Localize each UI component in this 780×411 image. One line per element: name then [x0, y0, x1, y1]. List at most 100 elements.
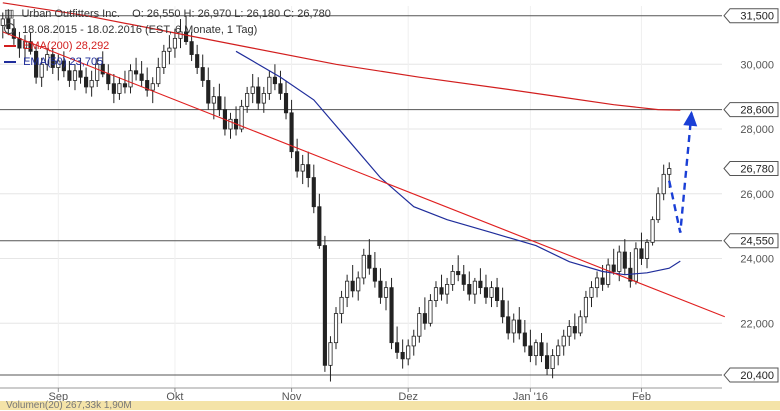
candle: [461, 264, 466, 291]
candle: [139, 61, 144, 87]
candle-body: [272, 76, 277, 85]
candle: [278, 70, 283, 100]
candle: [67, 61, 72, 87]
price-marker-box: [723, 367, 779, 383]
ema200-legend[interactable]: EMA(200) 28,292: [4, 38, 331, 54]
candle-body: [328, 342, 333, 366]
candle-body: [350, 280, 355, 292]
candle-body: [522, 332, 527, 347]
candle-body: [283, 93, 289, 114]
candle: [606, 258, 611, 288]
candle: [134, 57, 139, 81]
volume-label: Volumen(20): [6, 400, 63, 411]
candle: [400, 339, 405, 369]
candle: [295, 138, 300, 178]
candle: [283, 80, 289, 120]
candle-body: [167, 47, 172, 52]
candle-body: [45, 54, 50, 65]
candle: [633, 242, 638, 285]
candle-body: [139, 73, 144, 81]
candle-body: [183, 31, 189, 43]
date-range: 18.08.2015 - 18.02.2016 (EST, 6 Monate, …: [22, 24, 258, 36]
chart-legend: ▥ Urban Outfitters Inc. O: 26,550 H: 26,…: [4, 6, 331, 70]
ema50-legend[interactable]: EMA(50) 23,705: [4, 54, 331, 70]
candle-body: [361, 254, 366, 279]
candle-body: [67, 70, 72, 81]
candle-body: [433, 287, 439, 301]
candle: [378, 268, 383, 304]
x-axis: Sep Okt Nov Dez Jan '16 Feb: [0, 387, 722, 403]
candle: [472, 277, 477, 304]
candle: [350, 264, 355, 298]
candle-body: [633, 248, 638, 282]
candle: [239, 99, 244, 133]
candle: [467, 271, 472, 301]
candle-body: [539, 342, 544, 357]
candle: [372, 252, 377, 288]
candle-body: [572, 326, 577, 334]
horizontal-levels: [0, 15, 722, 376]
candle: [128, 64, 133, 94]
candle: [167, 35, 172, 65]
candle: [200, 54, 205, 87]
candle-body: [311, 177, 316, 208]
candle-body: [428, 300, 433, 324]
candle-body: [189, 41, 194, 55]
x-tick-label: Okt: [166, 391, 183, 403]
candle-body: [261, 93, 266, 104]
candle-body: [500, 300, 505, 318]
candle: [572, 313, 577, 340]
volume-legend: Volumen(20) 267,33k 1,90M: [6, 400, 132, 411]
ema50-label: EMA(50): [23, 56, 67, 68]
candle-body: [489, 287, 494, 298]
price-marker: 20,400: [723, 367, 779, 383]
candle-body: [78, 70, 83, 78]
candle: [556, 339, 561, 366]
candle-body: [295, 151, 300, 172]
candle-body: [217, 96, 222, 110]
candle: [411, 329, 416, 356]
candle: [0, 12, 5, 39]
candle-body: [267, 76, 272, 94]
candle: [45, 48, 50, 71]
candle: [456, 255, 461, 282]
candle-body: [84, 76, 89, 88]
candle-body: [456, 271, 461, 276]
candle: [72, 64, 78, 91]
clock-icon: [4, 23, 15, 34]
candle: [583, 290, 588, 324]
price-marker-box: [723, 233, 779, 249]
candle-body: [544, 355, 550, 369]
candle: [245, 86, 250, 113]
candle-body: [378, 280, 383, 298]
candle-body: [306, 164, 311, 178]
x-tick-label: Sep: [49, 391, 69, 403]
candle: [483, 274, 489, 304]
price-marker-box: [723, 161, 779, 177]
price-marker-label: 26,780: [740, 164, 774, 176]
candle-body: [250, 86, 255, 94]
candle-body: [145, 80, 150, 91]
candle: [333, 307, 339, 350]
candle-body: [606, 264, 611, 285]
candle-body: [56, 60, 61, 68]
candle-body: [639, 248, 644, 259]
candle-body: [650, 219, 655, 243]
bar-chart-icon: ▥: [4, 8, 15, 20]
candle-body: [339, 296, 344, 314]
candle-body: [600, 277, 605, 285]
ema50-value: 23,705: [69, 56, 104, 68]
candle: [611, 248, 616, 275]
ema200-label: EMA(200): [23, 40, 73, 52]
candle: [422, 297, 427, 330]
price-marker: 26,780: [723, 161, 779, 177]
candle: [195, 44, 200, 74]
candle-body: [583, 296, 588, 318]
x-tick-label: Dez: [398, 391, 418, 403]
price-marker: 31,500: [723, 8, 779, 24]
candle: [367, 239, 372, 275]
candle: [395, 326, 400, 359]
candle: [122, 70, 128, 94]
candle: [345, 274, 350, 308]
y-tick-label: 22,000: [740, 318, 774, 330]
